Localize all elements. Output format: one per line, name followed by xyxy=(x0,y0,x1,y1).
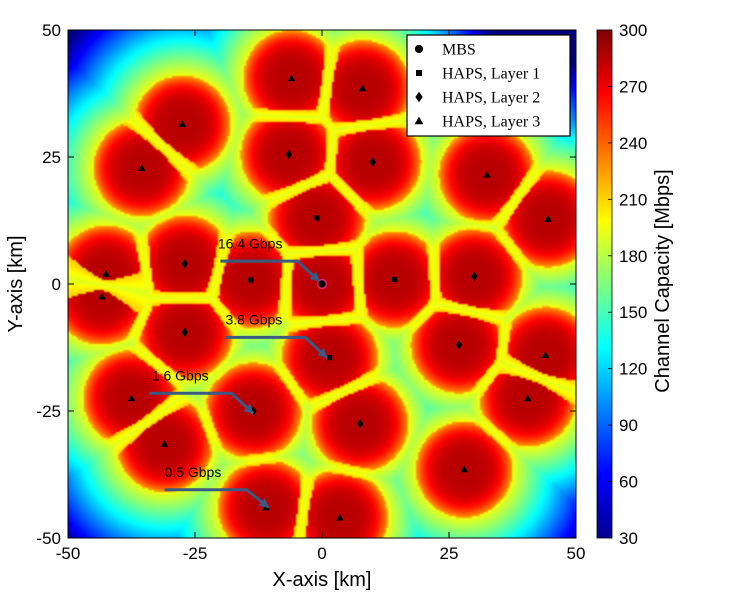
colorbar-tick-label: 300 xyxy=(619,21,647,40)
haps-layer-2-marker xyxy=(369,157,376,167)
colorbar-tick-label: 240 xyxy=(619,134,647,153)
annotation-arrowhead xyxy=(243,403,254,414)
y-tick-label: 50 xyxy=(42,21,61,40)
colorbar-tick-label: 180 xyxy=(619,247,647,266)
annotation-label: 16.4 Gbps xyxy=(218,235,283,251)
annotation-label: 1.6 Gbps xyxy=(152,368,209,384)
y-tick-label: -50 xyxy=(36,529,61,548)
annotation-arrowhead xyxy=(309,271,320,282)
x-tick-label: 50 xyxy=(567,544,586,563)
annotation-layer: 16.4 Gbps 3.8 Gbps 1.6 Gbps 0.5 Gbps xyxy=(149,235,329,509)
annotation-arrowhead xyxy=(258,497,269,508)
haps-layer-2-marker xyxy=(356,419,364,429)
haps-layer-3-marker xyxy=(127,394,136,402)
colorbar-tick-label: 120 xyxy=(619,360,647,379)
haps-layer-3-marker xyxy=(160,440,169,447)
legend-label: MBS xyxy=(442,42,476,59)
haps-layer-3-marker xyxy=(544,215,552,222)
annotation-arrow xyxy=(164,488,270,509)
annotation-arrow xyxy=(220,259,321,283)
haps-layer-3-marker xyxy=(483,170,491,178)
haps-layer-3-marker xyxy=(287,74,296,82)
legend-square-marker xyxy=(416,70,422,76)
y-axis-label: Y-axis [km] xyxy=(5,235,27,332)
legend-label: HAPS, Layer 3 xyxy=(442,114,540,131)
legend-label: HAPS, Layer 1 xyxy=(442,66,540,83)
annotation-label: 3.8 Gbps xyxy=(225,312,282,328)
haps-layer-3-marker xyxy=(137,164,146,172)
haps-layer-3-marker xyxy=(178,120,187,127)
haps-layer-3-marker xyxy=(460,465,469,473)
legend-label: HAPS, Layer 2 xyxy=(442,90,540,107)
legend-circle-marker xyxy=(414,44,424,54)
x-tick-label: 0 xyxy=(317,544,326,563)
colorbar-tick-label: 150 xyxy=(619,303,647,322)
x-tick-label: 25 xyxy=(440,544,459,563)
haps-layer-3-marker xyxy=(335,513,344,521)
annotation-label: 0.5 Gbps xyxy=(165,464,222,480)
annotation-arrowhead xyxy=(317,347,328,358)
colorbar-tick-label: 270 xyxy=(619,77,647,96)
x-tick-label: -50 xyxy=(56,544,81,563)
haps-layer-3-marker xyxy=(102,270,110,277)
legend-diamond-marker xyxy=(415,91,423,103)
axes-layer: -50 -25 0 25 50 -50 -25 0 25 50 xyxy=(36,21,585,563)
colorbar-label: Channel Capacity [Mbps] xyxy=(652,169,674,392)
legend-triangle-marker xyxy=(414,116,424,125)
colorbar-gradient xyxy=(596,29,613,539)
annotation-arrow xyxy=(225,335,329,359)
haps-layer-1-marker xyxy=(392,276,398,283)
haps-layer-2-marker xyxy=(455,340,463,350)
haps-layer-3-marker xyxy=(541,351,550,358)
haps-layer-2-marker xyxy=(285,149,293,160)
haps-layer-2-marker xyxy=(181,327,189,337)
haps-layer-3-marker xyxy=(98,292,106,300)
haps-layer-2-marker xyxy=(181,259,189,269)
x-axis-label: X-axis [km] xyxy=(273,569,372,591)
legend-box xyxy=(406,34,571,137)
colorbar-tick-label: 30 xyxy=(619,529,638,548)
legend: MBS HAPS, Layer 1 HAPS, Layer 2 HAPS, Layer… xyxy=(406,34,571,137)
annotation-arrow xyxy=(149,391,255,415)
haps-layer-3-marker xyxy=(523,394,532,402)
x-tick-label: -25 xyxy=(183,544,208,563)
y-tick-label: 0 xyxy=(52,275,61,294)
colorbar: 30 60 90 120 150 180 210 240 270 300 Channel Capa… xyxy=(596,21,674,548)
y-tick-label: -25 xyxy=(36,402,61,421)
haps-layer-1-marker xyxy=(314,215,320,221)
haps-layer-3-marker xyxy=(358,84,367,92)
mbs-marker xyxy=(318,280,326,288)
haps-layer-1-marker xyxy=(248,277,254,283)
y-tick-label: 25 xyxy=(42,148,61,167)
colorbar-tick-label: 60 xyxy=(619,473,638,492)
colorbar-tick-label: 210 xyxy=(619,190,647,209)
haps-layer-2-marker xyxy=(471,271,478,281)
colorbar-tick-label: 90 xyxy=(619,416,638,435)
haps-layer-1-marker xyxy=(327,355,333,361)
